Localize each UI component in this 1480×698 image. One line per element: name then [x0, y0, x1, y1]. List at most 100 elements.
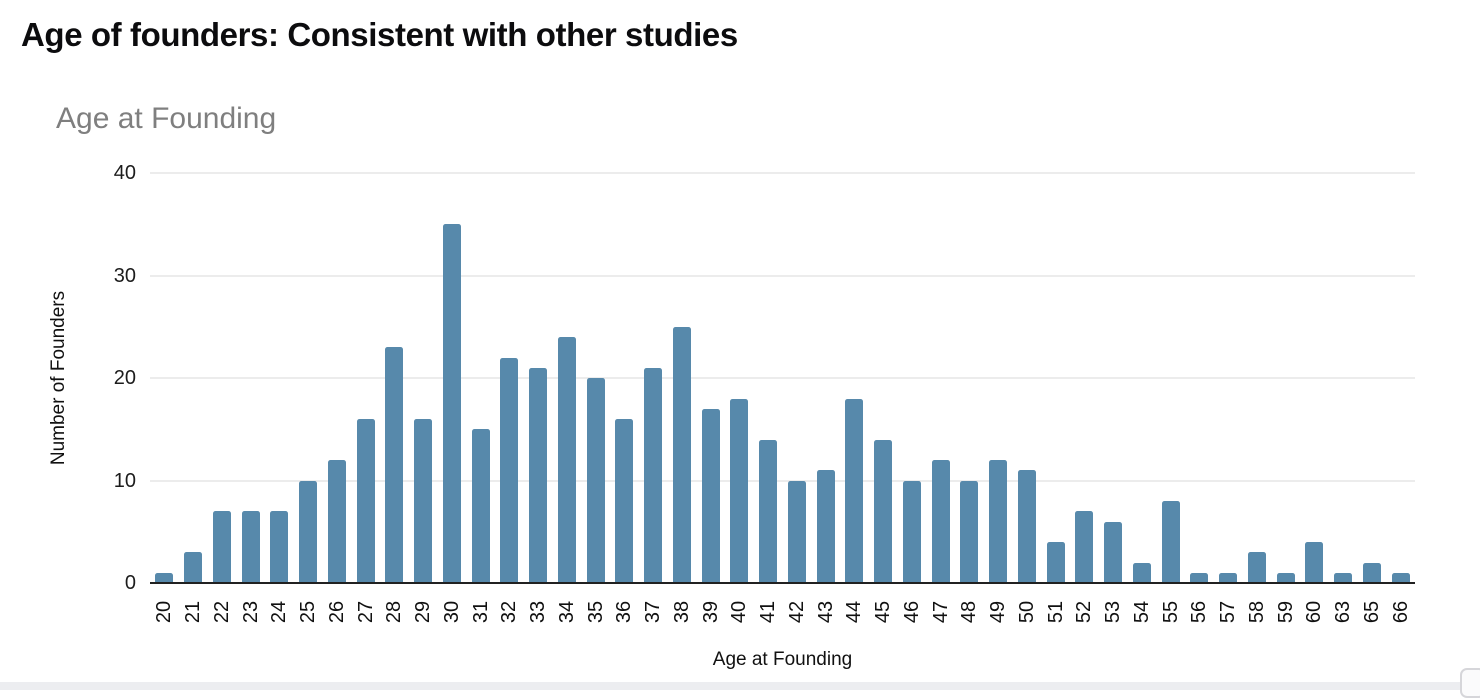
x-tick-slot: 39: [696, 589, 725, 635]
bar-slot: [553, 173, 582, 583]
x-tick-label: 59: [1274, 600, 1297, 624]
x-tick-slot: 38: [668, 589, 697, 635]
bar-slot: [380, 173, 409, 583]
x-tick-label: 20: [153, 600, 176, 624]
bar: [212, 511, 231, 583]
bar-slot: [1243, 173, 1272, 583]
x-tick-label: 54: [1130, 600, 1153, 624]
x-axis-tick-labels: 20 21 22 23 24 25 26 27 28 29 30 31 32 33 34 35 36 37 38 39…: [150, 589, 1415, 635]
x-tick-slot: 46: [898, 589, 927, 635]
bar-slot: [955, 173, 984, 583]
bar: [155, 572, 174, 583]
x-tick-slot: 60: [1300, 589, 1329, 635]
x-tick-slot: 22: [208, 589, 237, 635]
x-tick-slot: 55: [1156, 589, 1185, 635]
bar: [1276, 572, 1295, 583]
bar: [989, 460, 1008, 583]
x-tick-label: 58: [1245, 600, 1268, 624]
bar-slot: [236, 173, 265, 583]
bar: [1391, 572, 1410, 583]
x-tick-slot: 66: [1386, 589, 1415, 635]
x-tick-slot: 40: [725, 589, 754, 635]
x-tick-slot: 44: [840, 589, 869, 635]
x-tick-slot: 20: [150, 589, 179, 635]
bar-slot: [1185, 173, 1214, 583]
bar-slot: [610, 173, 639, 583]
bar-slot: [869, 173, 898, 583]
bar: [414, 419, 433, 583]
y-tick-label: 0: [124, 572, 136, 594]
x-tick-slot: 59: [1271, 589, 1300, 635]
x-tick-label: 65: [1360, 600, 1383, 624]
x-tick-slot: 21: [179, 589, 208, 635]
bar: [730, 398, 749, 583]
bar-slot: [1271, 173, 1300, 583]
x-tick-label: 56: [1188, 600, 1211, 624]
x-tick-label: 32: [498, 600, 521, 624]
bar: [787, 480, 806, 583]
gridline: [150, 377, 1415, 379]
bar: [1362, 562, 1381, 583]
x-tick-slot: 48: [955, 589, 984, 635]
x-tick-label: 42: [785, 600, 808, 624]
bar: [1161, 501, 1180, 583]
bar: [1334, 572, 1353, 583]
x-tick-slot: 56: [1185, 589, 1214, 635]
x-tick-label: 47: [929, 600, 952, 624]
x-tick-label: 52: [1073, 600, 1096, 624]
x-tick-label: 51: [1044, 600, 1067, 624]
bar-slot: [1329, 173, 1358, 583]
bar-slot: [409, 173, 438, 583]
bar: [1305, 542, 1324, 583]
bar-slot: [524, 173, 553, 583]
bar-slot: [840, 173, 869, 583]
bar: [874, 439, 893, 583]
x-tick-slot: 25: [294, 589, 323, 635]
y-tick-label: 40: [113, 162, 136, 184]
x-tick-label: 53: [1102, 600, 1125, 624]
x-tick-slot: 29: [409, 589, 438, 635]
x-tick-slot: 51: [1041, 589, 1070, 635]
x-tick-label: 33: [527, 600, 550, 624]
x-tick-slot: 52: [1070, 589, 1099, 635]
bar-slot: [1358, 173, 1387, 583]
x-tick-slot: 45: [869, 589, 898, 635]
bar: [1046, 542, 1065, 583]
bar-slot: [1128, 173, 1157, 583]
bar: [385, 347, 404, 583]
x-tick-slot: 65: [1358, 589, 1387, 635]
x-tick-label: 28: [383, 600, 406, 624]
bar: [327, 460, 346, 583]
x-tick-label: 29: [412, 600, 435, 624]
x-tick-label: 37: [642, 600, 665, 624]
bottom-scrollbar-track[interactable]: [0, 682, 1480, 690]
bar: [931, 460, 950, 583]
bar: [1017, 470, 1036, 583]
x-tick-slot: 54: [1128, 589, 1157, 635]
bar-slot: [1099, 173, 1128, 583]
bar-slot: [783, 173, 812, 583]
bar-slot: [1300, 173, 1329, 583]
x-tick-label: 55: [1159, 600, 1182, 624]
x-tick-label: 35: [584, 600, 607, 624]
bar-slot: [926, 173, 955, 583]
x-tick-slot: 57: [1214, 589, 1243, 635]
bar-slot: [294, 173, 323, 583]
bar: [672, 326, 691, 583]
x-tick-label: 57: [1217, 600, 1240, 624]
bar: [471, 429, 490, 583]
x-tick-label: 46: [900, 600, 923, 624]
x-tick-slot: 63: [1329, 589, 1358, 635]
x-axis-line: [150, 582, 1415, 584]
bar-slot: [1013, 173, 1042, 583]
y-tick-label: 30: [113, 264, 136, 287]
bar: [1190, 572, 1209, 583]
x-tick-slot: 32: [495, 589, 524, 635]
x-tick-slot: 41: [754, 589, 783, 635]
x-tick-slot: 24: [265, 589, 294, 635]
x-tick-slot: 28: [380, 589, 409, 635]
bar-slot: [1070, 173, 1099, 583]
x-tick-label: 48: [958, 600, 981, 624]
bar-slot: [265, 173, 294, 583]
x-tick-slot: 53: [1099, 589, 1128, 635]
